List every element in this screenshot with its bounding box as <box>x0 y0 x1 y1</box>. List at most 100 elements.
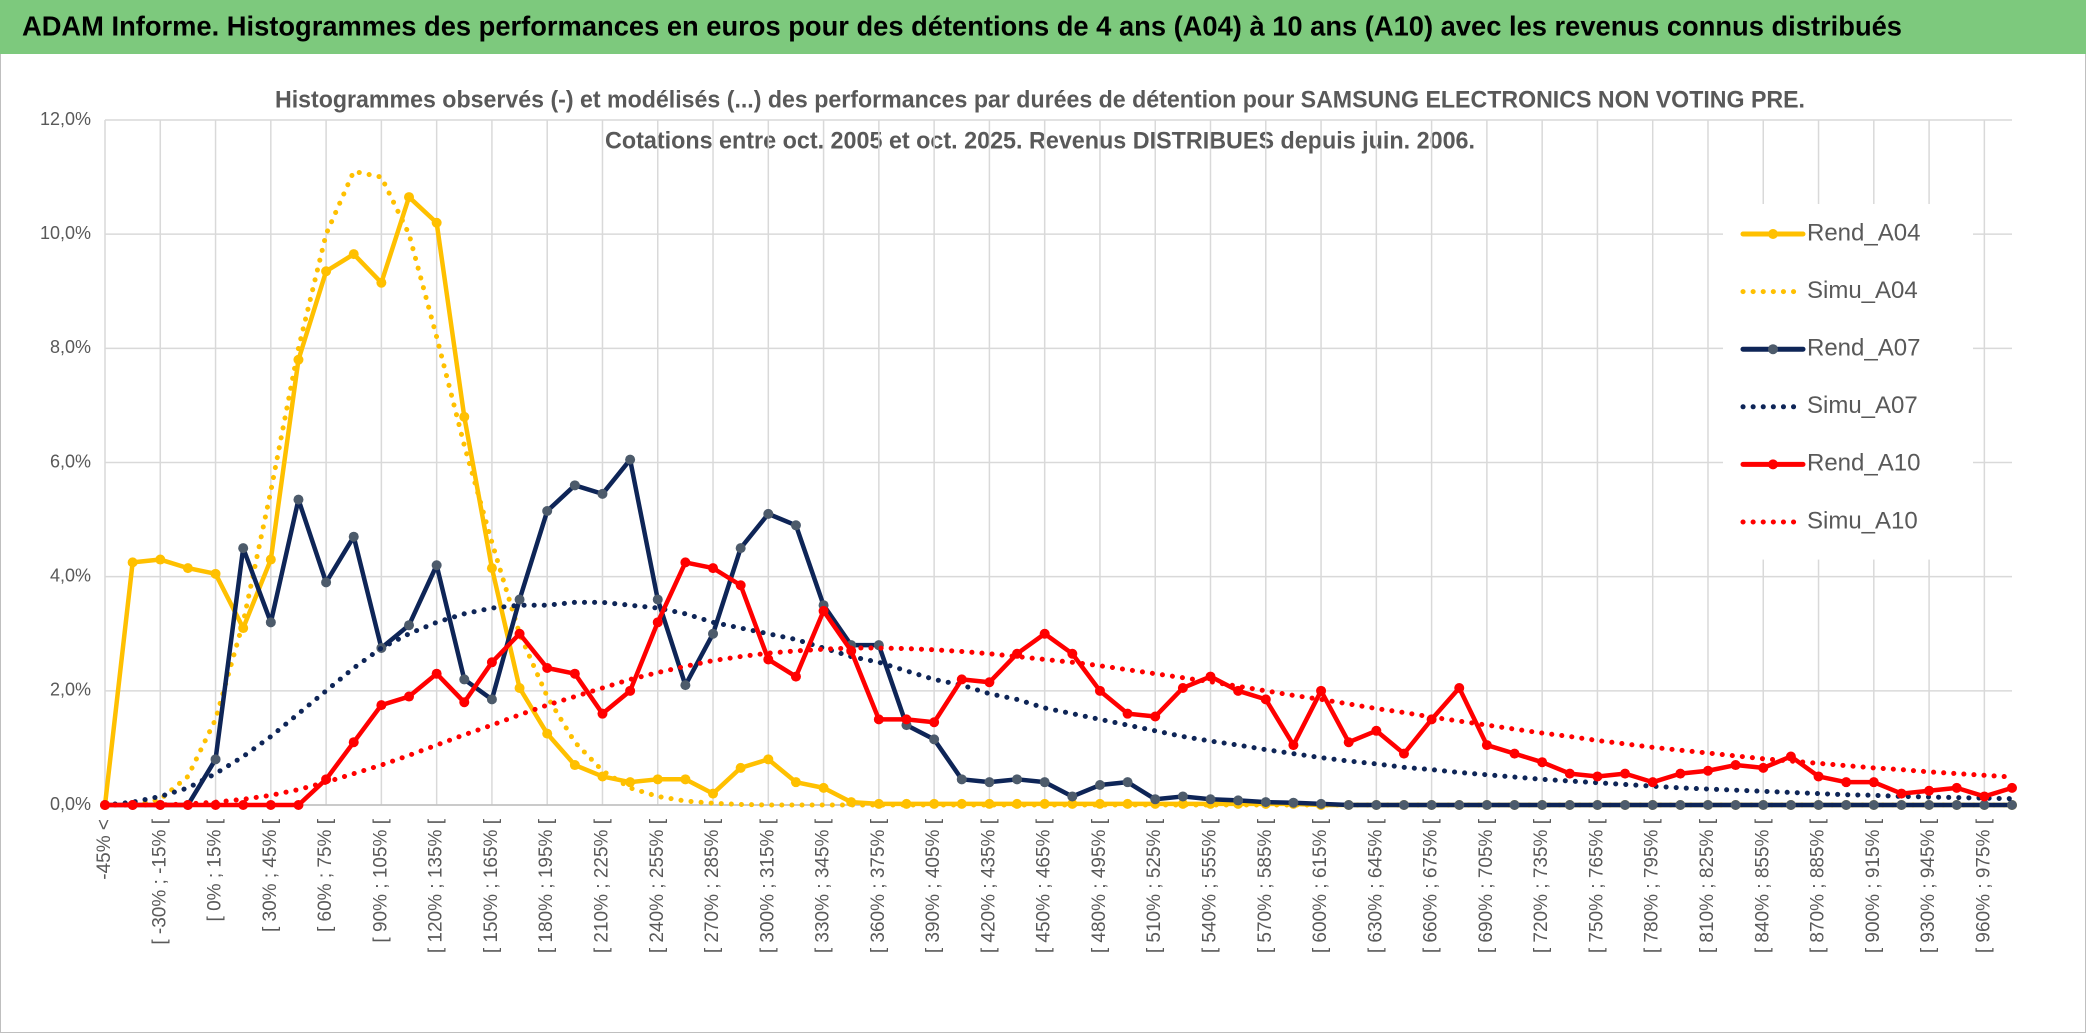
data-point <box>1122 708 1133 719</box>
data-point <box>459 697 470 708</box>
data-point <box>265 800 276 810</box>
data-point <box>956 774 967 785</box>
x-tick-label: [ 300% ; 315% [ <box>757 818 778 953</box>
data-point <box>1150 794 1161 805</box>
x-tick-label: [ 720% ; 735% [ <box>1531 818 1552 953</box>
data-point <box>542 728 553 739</box>
data-point <box>929 734 940 745</box>
data-point <box>1592 771 1603 782</box>
x-tick-label: [ 390% ; 405% [ <box>923 818 944 953</box>
data-point <box>1260 694 1271 705</box>
data-point <box>597 708 608 719</box>
x-tick-label: [ 570% ; 585% [ <box>1255 818 1276 953</box>
data-point <box>1371 725 1382 736</box>
chart-title: ADAM Informe. Histogrammes des performan… <box>22 10 1902 41</box>
data-point <box>1039 628 1050 639</box>
x-tick-label: [ 930% ; 945% [ <box>1918 818 1939 953</box>
y-tick-label: 10,0% <box>40 223 91 243</box>
data-point <box>155 554 166 565</box>
data-point <box>1233 795 1244 806</box>
x-tick-label: [ 330% ; 345% [ <box>813 818 834 953</box>
data-point <box>818 782 829 793</box>
data-point <box>901 714 912 725</box>
x-tick-label: [ 270% ; 285% [ <box>702 818 723 953</box>
data-point <box>404 620 415 631</box>
data-point <box>127 800 138 810</box>
data-point <box>431 668 442 679</box>
data-point <box>1260 797 1271 808</box>
x-tick-label: [ 870% ; 885% [ <box>1808 818 1829 953</box>
x-tick-label: [ 240% ; 255% [ <box>647 818 668 953</box>
data-point <box>763 654 774 665</box>
data-point <box>1205 671 1216 682</box>
x-tick-label: [ 630% ; 645% [ <box>1365 818 1386 953</box>
data-point <box>238 543 249 554</box>
data-point <box>569 668 580 679</box>
data-point <box>1509 800 1520 810</box>
data-point <box>2007 800 2017 810</box>
data-point <box>597 488 608 499</box>
data-point <box>265 554 276 565</box>
x-tick-label: [ 750% ; 765% [ <box>1586 818 1607 953</box>
data-point <box>790 777 801 788</box>
data-point <box>735 580 746 591</box>
x-tick-label: [ 960% ; 975% [ <box>1973 818 1994 953</box>
data-point <box>1398 800 1409 810</box>
data-point <box>735 762 746 773</box>
data-point <box>514 682 525 693</box>
data-point <box>1647 800 1658 810</box>
data-point <box>1758 800 1769 810</box>
data-point <box>1067 791 1078 802</box>
data-point <box>873 714 884 725</box>
data-point <box>1481 740 1492 751</box>
data-point <box>1868 777 1879 788</box>
data-point <box>1288 740 1299 751</box>
data-point <box>1122 777 1133 788</box>
data-point <box>984 777 995 788</box>
x-tick-label: [ 90% ; 105% [ <box>370 818 391 942</box>
legend-label: Simu_A07 <box>1807 392 1918 419</box>
data-point <box>763 508 774 519</box>
legend-marker <box>1768 459 1778 470</box>
data-point <box>1979 791 1990 802</box>
data-point <box>984 677 995 688</box>
data-point <box>1398 748 1409 759</box>
data-point <box>1343 737 1354 748</box>
x-tick-label: [ 840% ; 855% [ <box>1752 818 1773 953</box>
data-point <box>1951 782 1962 793</box>
data-point <box>155 800 166 810</box>
data-point <box>680 680 691 691</box>
data-point <box>293 800 304 810</box>
legend-label: Rend_A10 <box>1807 450 1920 477</box>
data-point <box>1371 800 1382 810</box>
data-point <box>404 192 415 203</box>
x-tick-label: [ -30% ; -15% [ <box>149 818 170 944</box>
data-point <box>127 557 138 568</box>
data-point <box>1702 765 1713 776</box>
data-point <box>625 685 636 696</box>
data-point <box>652 594 663 605</box>
x-tick-label: [ 810% ; 825% [ <box>1697 818 1718 953</box>
data-point <box>514 628 525 639</box>
data-point <box>1481 800 1492 810</box>
x-tick-label: [ 900% ; 915% [ <box>1863 818 1884 953</box>
data-point <box>1896 788 1907 799</box>
data-point <box>514 594 525 605</box>
data-point <box>1620 800 1631 810</box>
data-point <box>486 694 497 705</box>
x-tick-label: [ 450% ; 465% [ <box>1034 818 1055 953</box>
model-line <box>102 168 2015 808</box>
data-point <box>652 617 663 628</box>
data-point <box>1951 800 1962 810</box>
x-tick-label: [ 360% ; 375% [ <box>868 818 889 953</box>
x-tick-label: [ 660% ; 675% [ <box>1421 818 1442 953</box>
data-point <box>2007 782 2017 793</box>
data-point <box>321 577 332 588</box>
data-point <box>1509 748 1520 759</box>
observed-line <box>102 457 2015 808</box>
data-point <box>1979 800 1990 810</box>
legend-box <box>1723 204 1973 560</box>
data-point <box>1785 800 1796 810</box>
data-point <box>1316 685 1327 696</box>
data-point <box>1841 800 1852 810</box>
